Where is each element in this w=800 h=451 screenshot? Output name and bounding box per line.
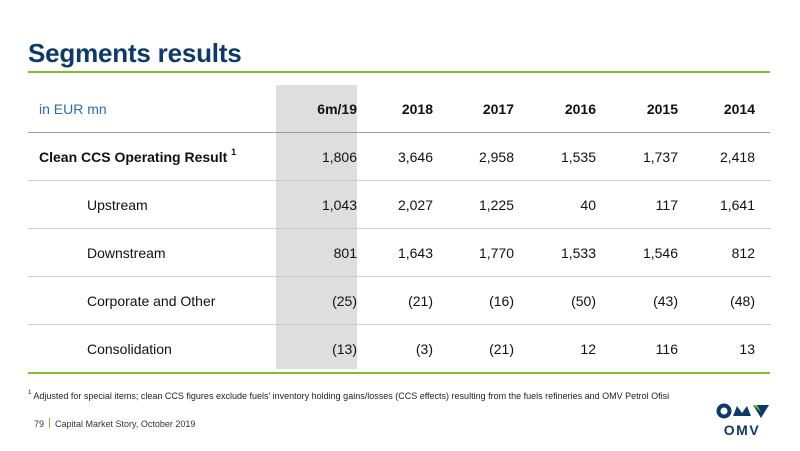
row-label: Consolidation xyxy=(87,340,172,357)
footnote-number: 1 xyxy=(28,390,32,396)
table-row-corporate-other: Corporate and Other (25) (21) (16) (50) … xyxy=(28,277,770,325)
table-header-row: in EUR mn 6m/19 2018 2017 2016 2015 2014 xyxy=(28,85,770,133)
footer-text: Capital Market Story, October 2019 xyxy=(55,419,196,429)
table-cell: 1,546 xyxy=(642,244,678,261)
table-cell: 1,533 xyxy=(560,244,596,261)
column-header-2015: 2015 xyxy=(646,100,678,117)
footnote-marker: 1 xyxy=(231,146,237,157)
table-cell: 1,225 xyxy=(478,196,514,213)
table-cell: 812 xyxy=(731,244,755,261)
table-cell: (25) xyxy=(332,292,357,309)
page-number: 79 xyxy=(34,419,45,429)
logo-text: OMV xyxy=(724,422,760,438)
column-header-2018: 2018 xyxy=(401,100,433,117)
table-cell: 1,770 xyxy=(478,244,514,261)
table-cell: 1,535 xyxy=(560,148,596,165)
page-title: Segments results xyxy=(28,38,242,68)
table-cell: 3,646 xyxy=(397,148,433,165)
table-cell: 2,418 xyxy=(719,148,755,165)
table-row-upstream: Upstream 1,043 2,027 1,225 40 117 1,641 xyxy=(28,181,770,229)
table-cell: 13 xyxy=(739,340,755,357)
footer-separator xyxy=(49,418,51,428)
table-cell: (16) xyxy=(489,292,514,309)
table-cell: 1,643 xyxy=(397,244,433,261)
table-cell: 40 xyxy=(580,196,596,213)
table-row-consolidation: Consolidation (13) (3) (21) 12 116 13 xyxy=(28,325,770,374)
table-cell: 1,641 xyxy=(719,196,755,213)
row-label: Corporate and Other xyxy=(87,292,216,309)
table-cell: (13) xyxy=(332,340,357,357)
table-cell: 116 xyxy=(655,340,678,357)
table-cell: 2,027 xyxy=(397,196,433,213)
table-cell: (21) xyxy=(408,292,433,309)
column-header-2014: 2014 xyxy=(723,100,755,117)
table-cell: 117 xyxy=(655,196,678,213)
footnote-text: Adjusted for special items; clean CCS fi… xyxy=(33,391,670,401)
column-header-2016: 2016 xyxy=(564,100,596,117)
table-cell: (3) xyxy=(415,340,433,357)
unit-label: in EUR mn xyxy=(39,100,107,117)
column-header-6m19: 6m/19 xyxy=(317,100,357,117)
title-divider xyxy=(28,71,770,73)
table-cell: (50) xyxy=(571,292,596,309)
table-row-downstream: Downstream 801 1,643 1,770 1,533 1,546 8… xyxy=(28,229,770,277)
table-cell: 2,958 xyxy=(478,148,514,165)
table-cell: 1,043 xyxy=(321,196,357,213)
table-cell: 12 xyxy=(580,340,596,357)
table-cell: 1,806 xyxy=(321,148,357,165)
table-cell: 801 xyxy=(333,244,357,261)
row-label: Upstream xyxy=(87,196,148,213)
row-label: Clean CCS Operating Result 1 xyxy=(39,146,237,165)
row-label: Downstream xyxy=(87,244,166,261)
omv-logo: OMV xyxy=(716,403,769,438)
table-cell: (43) xyxy=(653,292,678,309)
segments-table: in EUR mn 6m/19 2018 2017 2016 2015 2014… xyxy=(28,85,770,374)
table-row-clean-ccs: Clean CCS Operating Result 1 1,806 3,646… xyxy=(28,133,770,181)
column-header-2017: 2017 xyxy=(482,100,514,117)
footnote: 1 Adjusted for special items; clean CCS … xyxy=(28,390,670,401)
slide-footer: 79 Capital Market Story, October 2019 xyxy=(34,418,195,429)
table-cell: 1,737 xyxy=(642,148,678,165)
table-cell: (21) xyxy=(489,340,514,357)
table-cell: (48) xyxy=(730,292,755,309)
